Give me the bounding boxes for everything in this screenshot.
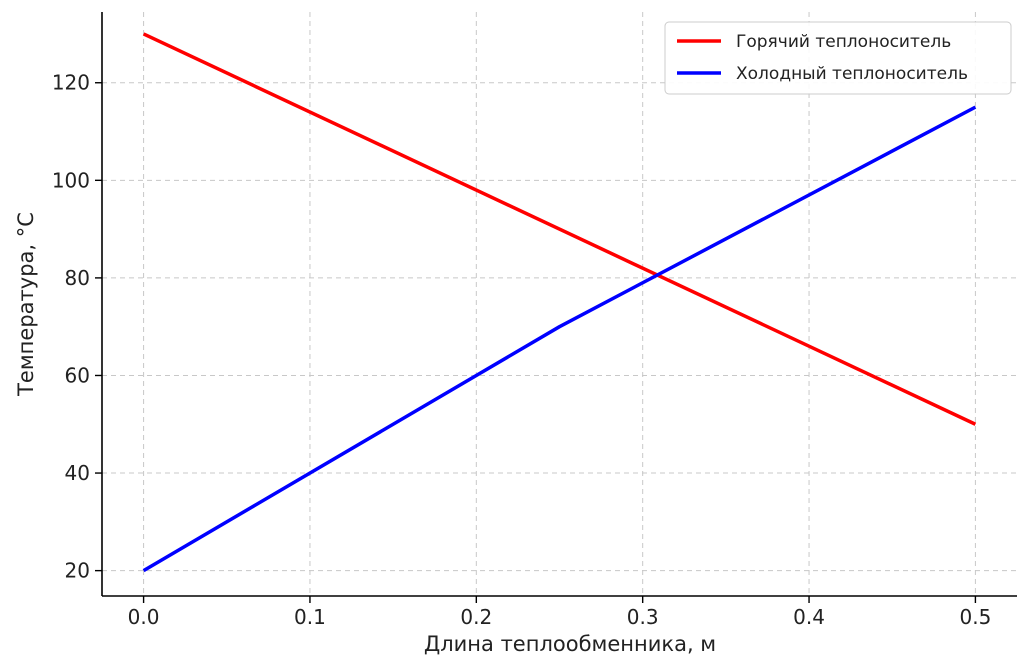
x-tick-label: 0.2 — [460, 605, 492, 629]
y-tick-label: 120 — [52, 71, 90, 95]
x-axis-label: Длина теплообменника, м — [424, 632, 716, 656]
grid — [102, 12, 1017, 596]
y-tick-label: 80 — [65, 266, 90, 290]
legend: Горячий теплоноситель Холодный теплоноси… — [665, 22, 1011, 94]
legend-label-hot: Горячий теплоноситель — [736, 32, 951, 52]
y-tick-label: 20 — [65, 559, 90, 583]
y-axis-label: Температура, °C — [14, 212, 38, 397]
cold-fluid-line — [144, 107, 976, 570]
x-tick-label: 0.3 — [627, 605, 659, 629]
y-tick-label: 100 — [52, 168, 90, 192]
legend-label-cold: Холодный теплоноситель — [736, 64, 968, 84]
y-tick-label: 60 — [65, 363, 90, 387]
x-tick-label: 0.5 — [960, 605, 992, 629]
axes — [102, 12, 1017, 596]
x-tick-label: 0.1 — [294, 605, 326, 629]
x-tick-label: 0.4 — [793, 605, 825, 629]
x-tick-label: 0.0 — [128, 605, 160, 629]
y-tick-label: 40 — [65, 461, 90, 485]
series-lines — [144, 34, 976, 571]
